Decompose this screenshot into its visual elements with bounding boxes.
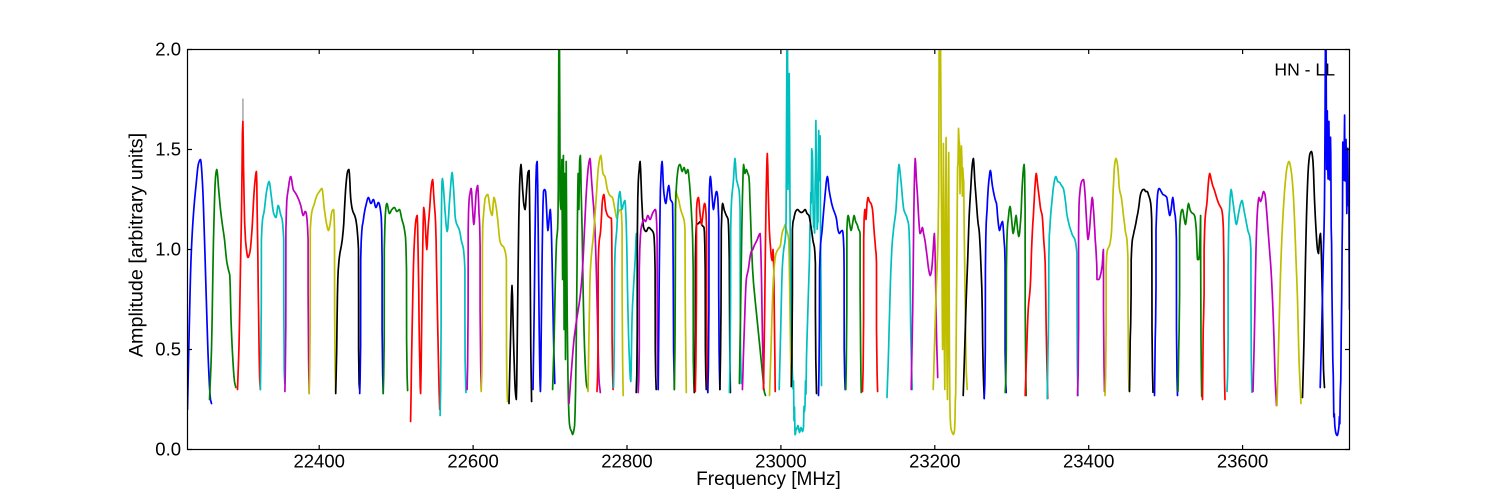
svg-text:22600: 22600 — [447, 451, 498, 472]
svg-text:23000: 23000 — [755, 451, 806, 472]
svg-text:1.5: 1.5 — [155, 139, 181, 160]
svg-text:23600: 23600 — [1217, 451, 1268, 472]
svg-text:HN - LL: HN - LL — [1274, 60, 1335, 80]
svg-text:0.0: 0.0 — [155, 439, 181, 460]
svg-text:22800: 22800 — [601, 451, 652, 472]
svg-text:2.0: 2.0 — [155, 39, 181, 60]
svg-text:22400: 22400 — [293, 451, 344, 472]
svg-text:0.5: 0.5 — [155, 339, 181, 360]
svg-text:Amplitude [arbitrary units]: Amplitude [arbitrary units] — [126, 133, 148, 357]
svg-text:Frequency [MHz]: Frequency [MHz] — [696, 469, 841, 490]
svg-text:1.0: 1.0 — [155, 239, 181, 260]
svg-text:23400: 23400 — [1063, 451, 1114, 472]
svg-text:23200: 23200 — [909, 451, 960, 472]
